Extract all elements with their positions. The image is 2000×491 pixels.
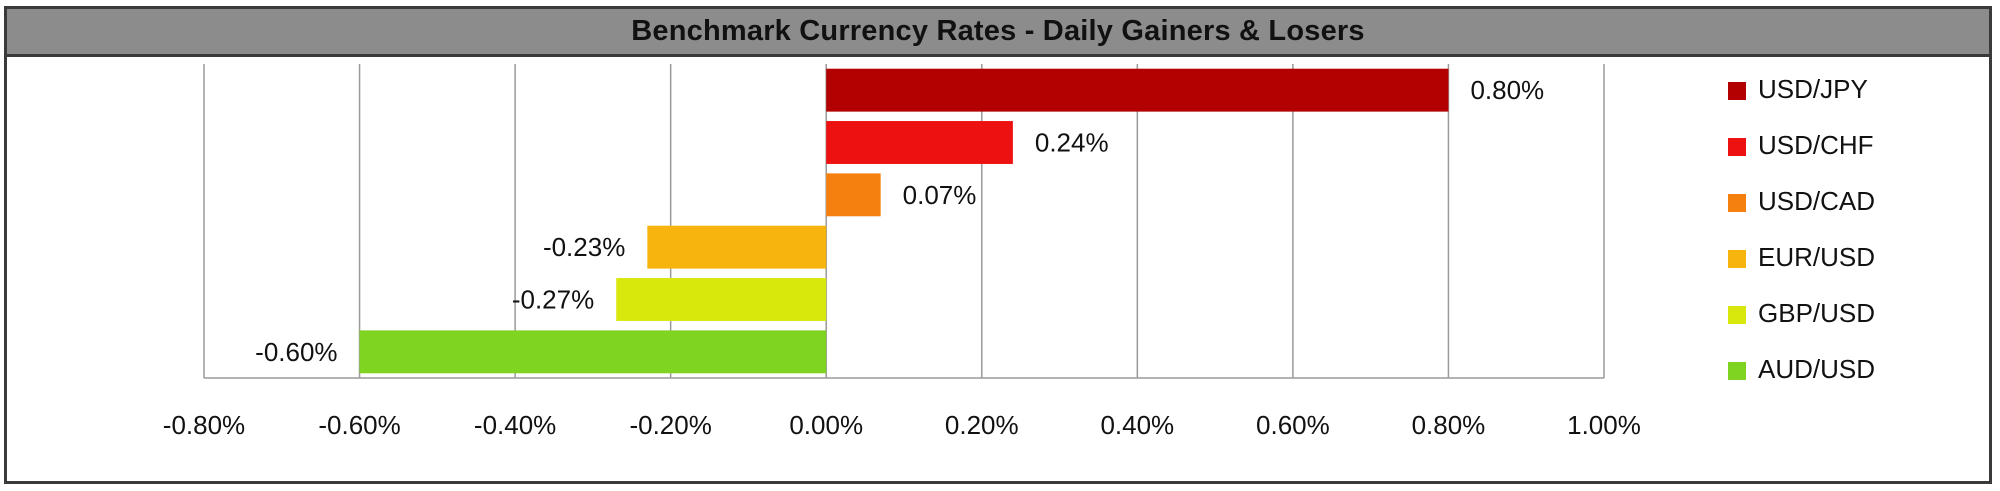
legend-label: USD/CHF (1758, 130, 1874, 160)
data-label: -0.60% (255, 337, 337, 367)
legend-swatch (1728, 250, 1746, 268)
legend-swatch (1728, 362, 1746, 380)
x-tick-label: -0.20% (629, 410, 711, 440)
legend-label: USD/CAD (1758, 186, 1875, 216)
bar-usd-jpy (826, 68, 1449, 112)
x-tick-label: -0.40% (474, 410, 556, 440)
legend-label: AUD/USD (1758, 354, 1875, 384)
bars (359, 68, 1449, 374)
legend-swatch (1728, 194, 1746, 212)
x-tick-label: 1.00% (1567, 410, 1641, 440)
data-labels: 0.80% 0.24% 0.07% -0.23% -0.27% -0.60% (255, 75, 1544, 367)
bar-aud-usd (359, 330, 827, 374)
bar-gbp-usd (616, 278, 827, 321)
bar-usd-cad (826, 173, 881, 217)
legend-swatch (1728, 82, 1746, 100)
data-label: -0.27% (512, 285, 594, 315)
x-tick-label: 0.20% (945, 410, 1019, 440)
data-label: -0.23% (543, 232, 625, 262)
x-axis-tick-labels: -0.80% -0.60% -0.40% -0.20% 0.00% 0.20% 0.40% 0… (163, 410, 1641, 440)
legend-swatch (1728, 138, 1746, 156)
legend-swatch (1728, 306, 1746, 324)
data-label: 0.07% (903, 180, 977, 210)
data-label: 0.24% (1035, 128, 1109, 158)
chart-title-bar: Benchmark Currency Rates - Daily Gainers… (7, 9, 1989, 57)
data-label: 0.80% (1470, 75, 1544, 105)
x-tick-label: 0.60% (1256, 410, 1330, 440)
legend-label: EUR/USD (1758, 242, 1875, 272)
bar-chart: 0.80% 0.24% 0.07% -0.23% -0.27% -0.60% -0.80%… (163, 64, 1875, 440)
bar-eur-usd (647, 225, 827, 269)
grid-lines (203, 64, 1605, 379)
x-tick-label: 0.00% (789, 410, 863, 440)
chart-title: Benchmark Currency Rates - Daily Gainers… (631, 15, 1365, 47)
x-tick-label: -0.80% (163, 410, 245, 440)
x-tick-label: 0.40% (1100, 410, 1174, 440)
legend-label: USD/JPY (1758, 74, 1868, 104)
x-tick-label: -0.60% (318, 410, 400, 440)
legend: USD/JPY USD/CHF USD/CAD EUR/USD GBP/USD AUD/U… (1728, 74, 1875, 384)
bar-usd-chf (826, 121, 1013, 164)
x-tick-label: 0.80% (1412, 410, 1486, 440)
legend-label: GBP/USD (1758, 298, 1875, 328)
